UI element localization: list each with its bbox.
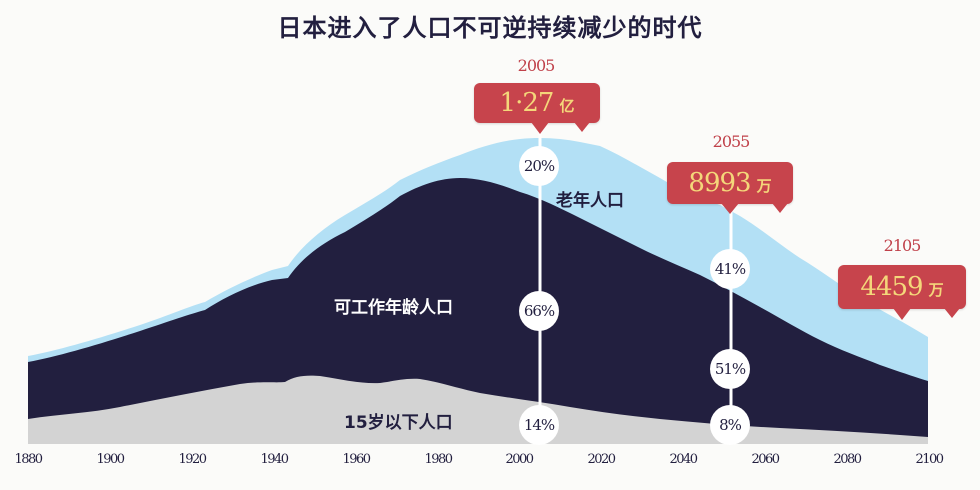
area-working-age — [28, 178, 928, 444]
callout-unit: 万 — [928, 281, 944, 299]
x-tick: 1880 — [14, 452, 43, 467]
callout-2105: 4459 万 — [838, 265, 966, 318]
x-tick: 1900 — [96, 452, 125, 467]
label-children: 15岁以下人口 — [344, 413, 453, 433]
pct-working-2055: 51% — [710, 349, 750, 389]
label-working-age: 可工作年龄人口 — [334, 298, 453, 318]
x-tick: 2020 — [587, 452, 616, 467]
pct-elderly-2055: 41% — [710, 249, 750, 289]
pct-children-2055: 8% — [710, 405, 750, 445]
x-tick: 2040 — [669, 452, 698, 467]
pct-working-2005: 66% — [519, 291, 559, 331]
label-elderly: 老年人口 — [556, 191, 624, 211]
x-tick: 2060 — [751, 452, 780, 467]
callout-year-2105: 2105 — [883, 236, 922, 255]
x-tick: 1960 — [342, 452, 371, 467]
callout-2055: 8993 万 — [667, 162, 793, 213]
callout-year-2055: 2055 — [712, 132, 751, 151]
x-tick: 2080 — [833, 452, 862, 467]
x-tick: 1940 — [260, 452, 289, 467]
chart-title: 日本进入了人口不可逆持续减少的时代 — [277, 14, 703, 42]
callout-2005: 1·27 亿 — [474, 83, 600, 132]
pct-children-2005: 14% — [519, 405, 559, 445]
area-children — [28, 375, 928, 444]
pct-elderly-2005: 20% — [519, 146, 559, 186]
x-tick: 2100 — [915, 452, 944, 467]
callout-value: 1·27 — [499, 88, 555, 118]
callout-year-2005: 2005 — [517, 56, 556, 75]
x-tick: 2000 — [505, 452, 534, 467]
x-tick: 1980 — [424, 452, 453, 467]
callout-unit: 万 — [756, 177, 772, 195]
callout-value: 8993 — [688, 168, 751, 198]
x-tick: 1920 — [178, 452, 207, 467]
callout-unit: 亿 — [559, 97, 575, 115]
callout-value: 4459 — [860, 272, 923, 302]
